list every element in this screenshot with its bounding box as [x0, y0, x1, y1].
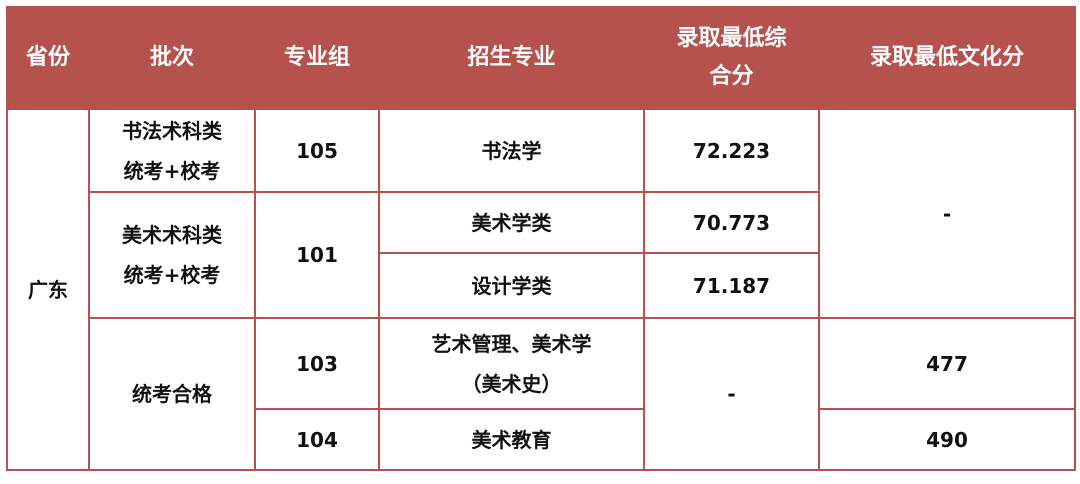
- header-batch: 批次: [88, 6, 256, 110]
- group-cell: 103: [254, 317, 380, 410]
- table-row: 广东 书法术科类统考+校考 105 书法学 72.223 -: [6, 108, 1076, 471]
- batch-cell: 书法术科类统考+校考: [88, 108, 256, 193]
- major-cell: 设计学类: [378, 252, 645, 319]
- province-cell: 广东: [6, 108, 90, 471]
- major-cell: 美术学类: [378, 191, 645, 254]
- header-culture: 录取最低文化分: [818, 6, 1076, 110]
- header-province: 省份: [6, 6, 90, 110]
- culture-cell: 477: [818, 317, 1076, 410]
- table-row: 统考合格 103 艺术管理、美术学 （美术史） - 477: [7, 317, 1076, 471]
- header-composite: 录取最低综合分: [643, 6, 820, 110]
- batch-cell: 美术术科类统考+校考: [88, 191, 256, 319]
- major-cell: 美术教育: [378, 408, 645, 471]
- major-line: 艺术管理、美术学: [431, 331, 592, 356]
- table-row: 设计学类 71.187: [7, 252, 1075, 319]
- culture-cell: 490: [818, 408, 1076, 471]
- batch-line: 美术术科类: [122, 223, 222, 247]
- major-cell: 书法学: [378, 108, 645, 193]
- table-row: 104 美术教育 490: [7, 408, 1076, 471]
- group-cell: 101: [254, 191, 380, 319]
- batch-line: 统考+校考: [123, 263, 221, 287]
- header-major: 招生专业: [378, 6, 645, 110]
- major-cell: 艺术管理、美术学 （美术史）: [378, 317, 645, 410]
- composite-cell: -: [643, 317, 820, 471]
- batch-line: 书法术科类: [122, 118, 222, 143]
- composite-cell: 70.773: [643, 191, 820, 254]
- group-cell: 104: [254, 408, 380, 471]
- table-row: 美术术科类统考+校考 101 美术学类 70.773: [7, 191, 1075, 319]
- batch-cell: 统考合格: [88, 317, 256, 471]
- composite-cell: 72.223: [643, 108, 820, 193]
- composite-cell: 71.187: [643, 252, 820, 319]
- culture-cell: -: [818, 108, 1076, 319]
- major-line: （美术史）: [461, 371, 562, 396]
- header-row: 省份 批次 专业组 招生专业 录取最低综合分 录取最低文化分: [6, 6, 1076, 110]
- batch-line: 统考+校考: [123, 158, 221, 183]
- group-cell: 105: [254, 108, 380, 193]
- header-composite-text: 录取最低综合分: [676, 26, 787, 89]
- admission-score-table: 省份 批次 专业组 招生专业 录取最低综合分 录取最低文化分 广东 书法术科类统…: [6, 6, 1076, 471]
- header-group: 专业组: [254, 6, 380, 110]
